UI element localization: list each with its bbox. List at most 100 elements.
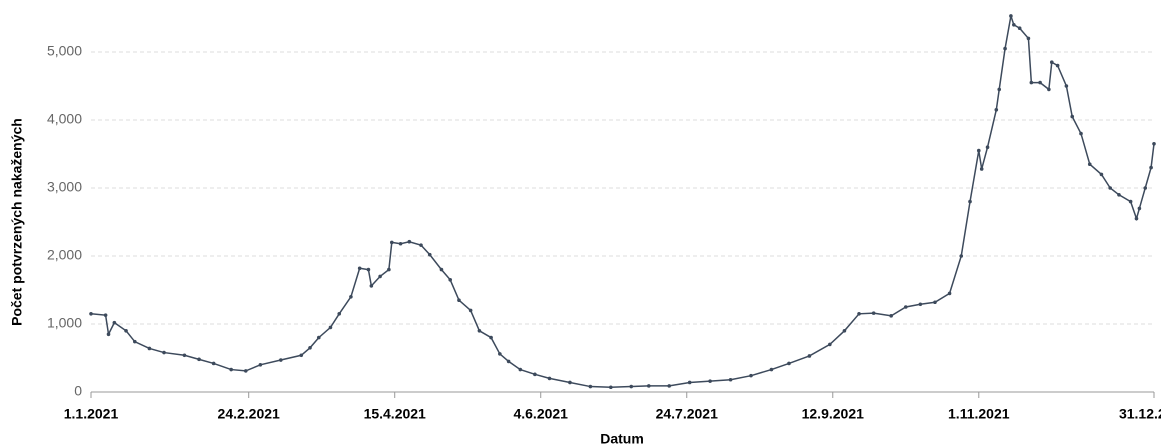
x-tick-label: 12.9.2021 (802, 406, 864, 422)
point (842, 329, 847, 333)
point (1149, 165, 1153, 170)
point (427, 252, 432, 257)
y-tick-label: 2,000 (47, 247, 82, 263)
point (1029, 80, 1034, 85)
point (1152, 142, 1156, 146)
point (1047, 87, 1051, 92)
point (337, 312, 342, 316)
point (979, 167, 984, 171)
point (124, 329, 128, 333)
point (387, 267, 391, 272)
point (959, 254, 964, 258)
point (568, 380, 572, 385)
point (133, 339, 137, 344)
point (646, 384, 651, 388)
point (1012, 23, 1016, 27)
point (1143, 186, 1148, 190)
point (903, 305, 908, 309)
point (489, 335, 493, 340)
point (769, 367, 774, 372)
point (1070, 114, 1075, 119)
y-tick-label: 0 (74, 383, 82, 399)
point (477, 329, 482, 333)
point (147, 346, 152, 351)
point (103, 313, 108, 317)
point (749, 373, 753, 378)
x-tick-label: 24.7.2021 (656, 406, 718, 422)
point (299, 353, 304, 358)
x-tick-label: 15.4.2021 (364, 406, 426, 422)
y-tick-label: 4,000 (47, 111, 82, 127)
point (828, 342, 832, 347)
point (439, 267, 444, 272)
point (1026, 36, 1031, 41)
point (857, 312, 861, 316)
point (389, 240, 394, 245)
point (1099, 172, 1104, 177)
point (229, 367, 233, 372)
point (708, 379, 712, 383)
point (1117, 193, 1121, 197)
point (1038, 80, 1042, 85)
point (728, 377, 733, 382)
line (90, 15, 1155, 388)
point (787, 361, 791, 366)
point (667, 384, 672, 388)
point (211, 361, 216, 366)
point (985, 145, 990, 149)
point (182, 353, 187, 358)
point (197, 357, 201, 362)
x-tick-label: 1.1.2021 (64, 406, 119, 422)
point (547, 376, 552, 381)
point (889, 314, 893, 318)
point (1137, 206, 1142, 211)
point (162, 350, 166, 355)
y-tick-label: 5,000 (47, 43, 82, 59)
point (1064, 84, 1069, 88)
point (308, 346, 312, 350)
point (407, 239, 412, 244)
x-tick-label: 24.2.2021 (218, 406, 280, 422)
point (518, 367, 523, 372)
point (243, 369, 248, 373)
point (506, 359, 511, 364)
point (258, 363, 263, 367)
point (947, 291, 952, 296)
y-tick-label: 1,000 (47, 315, 82, 331)
point (533, 372, 537, 377)
point (1049, 60, 1054, 64)
point (933, 300, 937, 305)
point (1134, 216, 1139, 221)
x-axis-title: Datum (600, 431, 644, 447)
point (357, 266, 362, 271)
point (468, 308, 473, 313)
point (328, 325, 333, 330)
point (871, 311, 876, 315)
point (976, 148, 981, 153)
point (588, 384, 593, 389)
point (629, 384, 634, 389)
y-axis-title: Počet potvrzených nakažených (9, 118, 25, 326)
point (448, 278, 453, 282)
x-tick-label: 1.11.2021 (948, 406, 1010, 422)
point (89, 312, 93, 316)
y-tick-label: 3,000 (47, 179, 82, 195)
point (349, 295, 353, 299)
point (918, 302, 923, 307)
point (687, 380, 692, 385)
point (968, 199, 972, 204)
point (807, 354, 812, 358)
point (1055, 63, 1060, 68)
point (419, 243, 423, 247)
point (1017, 26, 1022, 31)
point (112, 320, 117, 325)
point (1009, 14, 1013, 18)
point (366, 267, 371, 272)
point (1079, 131, 1083, 136)
point (378, 274, 382, 279)
point (1108, 186, 1112, 190)
point (106, 332, 111, 337)
point (997, 87, 1002, 92)
point (994, 108, 999, 112)
